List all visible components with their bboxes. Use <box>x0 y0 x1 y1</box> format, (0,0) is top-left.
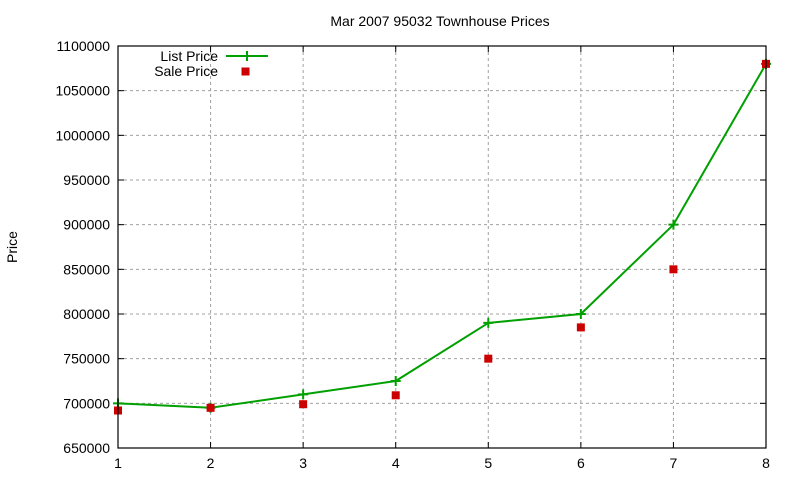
sale-price-point <box>391 391 400 400</box>
list-price-point <box>668 219 679 230</box>
y-tick-label: 1100000 <box>57 38 111 54</box>
x-tick-label: 2 <box>207 455 215 471</box>
legend-label-sale-price: Sale Price <box>154 63 218 79</box>
x-tick-label: 7 <box>670 455 678 471</box>
sale-price-point <box>669 265 678 274</box>
y-tick-label: 850000 <box>63 261 110 277</box>
x-tick-label: 3 <box>299 455 307 471</box>
y-tick-label: 900000 <box>63 217 110 233</box>
y-tick-label: 1050000 <box>55 83 110 99</box>
y-tick-label: 950000 <box>63 172 110 188</box>
y-tick-label: 650000 <box>63 440 110 456</box>
y-tick-label: 750000 <box>63 351 110 367</box>
y-axis-label: Price <box>4 231 20 263</box>
list-price-point <box>575 309 586 319</box>
list-price-point <box>483 317 494 328</box>
list-price-point <box>390 376 401 386</box>
chart-title: Mar 2007 95032 Townhouse Prices <box>330 13 549 29</box>
x-tick-label: 5 <box>484 455 492 471</box>
x-tick-label: 4 <box>392 455 400 471</box>
sale-price-point <box>484 354 493 363</box>
y-tick-label: 800000 <box>63 306 110 322</box>
legend-marker-list-price <box>242 51 252 61</box>
sale-price-point <box>299 400 308 409</box>
legend-marker-sale-price <box>241 67 250 76</box>
series-line-0 <box>117 63 767 409</box>
grid <box>118 46 766 448</box>
y-tick-label: 1000000 <box>55 127 110 143</box>
plot-border <box>117 45 767 449</box>
x-tick-label: 6 <box>577 455 585 471</box>
list-price-point <box>298 389 309 400</box>
y-tick-label: 700000 <box>63 395 110 411</box>
sale-price-point <box>206 403 215 412</box>
series <box>113 58 771 415</box>
legend-label-list-price: List Price <box>160 48 218 64</box>
x-tick-label: 8 <box>762 455 770 471</box>
ticks: 1 2 3 4 5 6 7 8 650000 700000 750000 800000 850000 90… <box>55 38 770 471</box>
x-tick-label: 1 <box>114 455 122 471</box>
sale-price-point <box>576 323 585 332</box>
legend: List Price Sale Price <box>154 48 268 79</box>
